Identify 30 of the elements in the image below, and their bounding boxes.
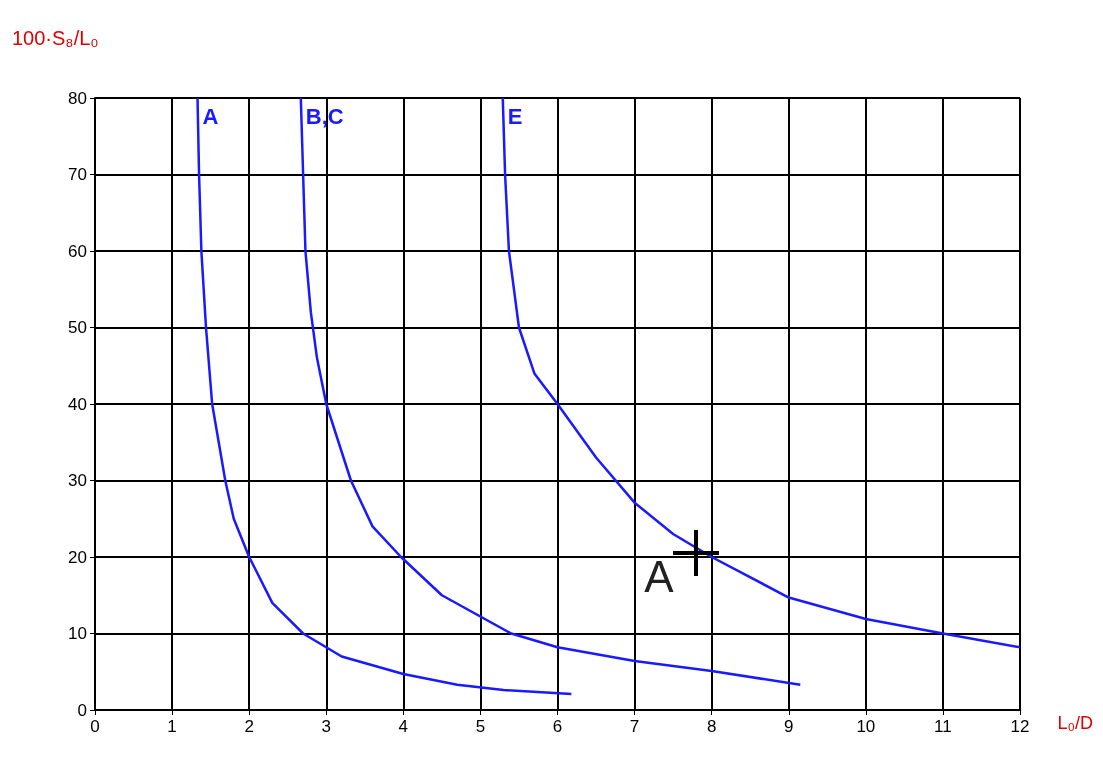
y-tick-label: 40: [68, 394, 87, 414]
x-tick-label: 2: [244, 717, 254, 736]
y-tick-label: 30: [68, 471, 87, 490]
line-series: [299, 96, 802, 687]
y-axis-title: 100·S₈/L₀: [12, 27, 99, 49]
x-tick-label: 8: [706, 717, 717, 736]
x-tick-label: 7: [629, 717, 640, 736]
x-axis-title: L₀/D: [1057, 713, 1093, 733]
x-tick-label: 5: [475, 717, 486, 736]
series-label: A: [202, 103, 219, 129]
series-label: E: [507, 103, 523, 129]
y-tick-label: 50: [68, 318, 87, 337]
x-tick-label: 9: [784, 717, 794, 736]
line-series: [501, 96, 1022, 649]
y-tick-label: 60: [68, 241, 87, 261]
x-tick-label: 12: [1010, 717, 1030, 736]
line-series: [196, 96, 573, 696]
x-tick-label: 1: [167, 717, 177, 736]
x-tick-label: 11: [934, 717, 952, 736]
y-tick-label: 70: [68, 165, 87, 184]
x-tick-label: 3: [321, 717, 331, 736]
y-tick-label: 20: [68, 547, 87, 567]
x-tick-label: 10: [856, 717, 876, 736]
x-tick-label: 4: [398, 717, 409, 736]
y-tick-label: 10: [68, 624, 87, 643]
annotation: A: [644, 552, 674, 602]
y-tick-label: 0: [77, 700, 87, 720]
x-tick-label: 0: [90, 717, 100, 736]
x-tick-label: 6: [552, 717, 563, 736]
y-tick-label: 80: [68, 88, 87, 108]
